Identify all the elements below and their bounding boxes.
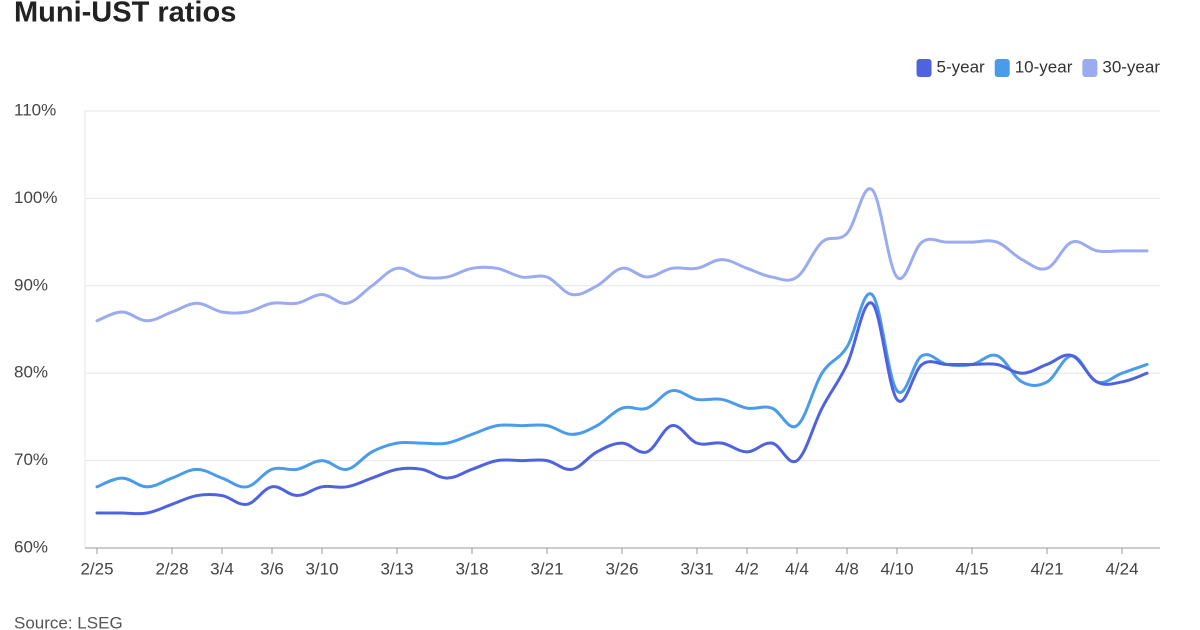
legend-label: 10-year [1015, 57, 1073, 76]
legend-swatch [916, 59, 932, 77]
x-tick-label: 4/24 [1105, 559, 1138, 578]
x-tick-label: 3/26 [605, 559, 638, 578]
x-tick-label: 3/31 [680, 559, 713, 578]
x-tick-label: 3/13 [380, 559, 413, 578]
legend-label: 5-year [937, 57, 986, 76]
x-tick-label: 4/8 [835, 559, 859, 578]
y-tick-label: 110% [14, 100, 56, 119]
x-tick-label: 4/2 [735, 559, 759, 578]
line-series [95, 187, 1149, 323]
x-tick-label: 2/25 [80, 559, 113, 578]
y-tick-label: 60% [14, 537, 48, 556]
y-tick-label: 80% [14, 363, 48, 382]
x-tick-label: 4/21 [1030, 559, 1063, 578]
legend-swatch [994, 59, 1010, 77]
x-tick-label: 2/28 [155, 559, 188, 578]
x-tick-label: 3/4 [210, 559, 234, 578]
x-tick-label: 3/6 [260, 559, 284, 578]
x-tick-label: 3/21 [530, 559, 563, 578]
x-tick-label: 4/15 [955, 559, 988, 578]
x-tick-label: 3/10 [305, 559, 338, 578]
legend: 30-year 10-year 5-year [916, 57, 1160, 77]
legend-swatch [1082, 59, 1098, 77]
x-tick-label: 3/18 [455, 559, 488, 578]
legend-label: 30-year [1102, 57, 1160, 76]
x-tick-label: 4/4 [785, 559, 809, 578]
y-tick-label: 90% [14, 275, 48, 294]
line-series [95, 292, 1149, 489]
chart-title: Muni-UST ratios [14, 0, 236, 29]
y-tick-label: 100% [14, 188, 57, 207]
x-tick-label: 4/10 [880, 559, 913, 578]
y-tick-label: 70% [14, 450, 48, 469]
source-note: Source: LSEG [14, 613, 123, 630]
line-series [95, 301, 1149, 516]
